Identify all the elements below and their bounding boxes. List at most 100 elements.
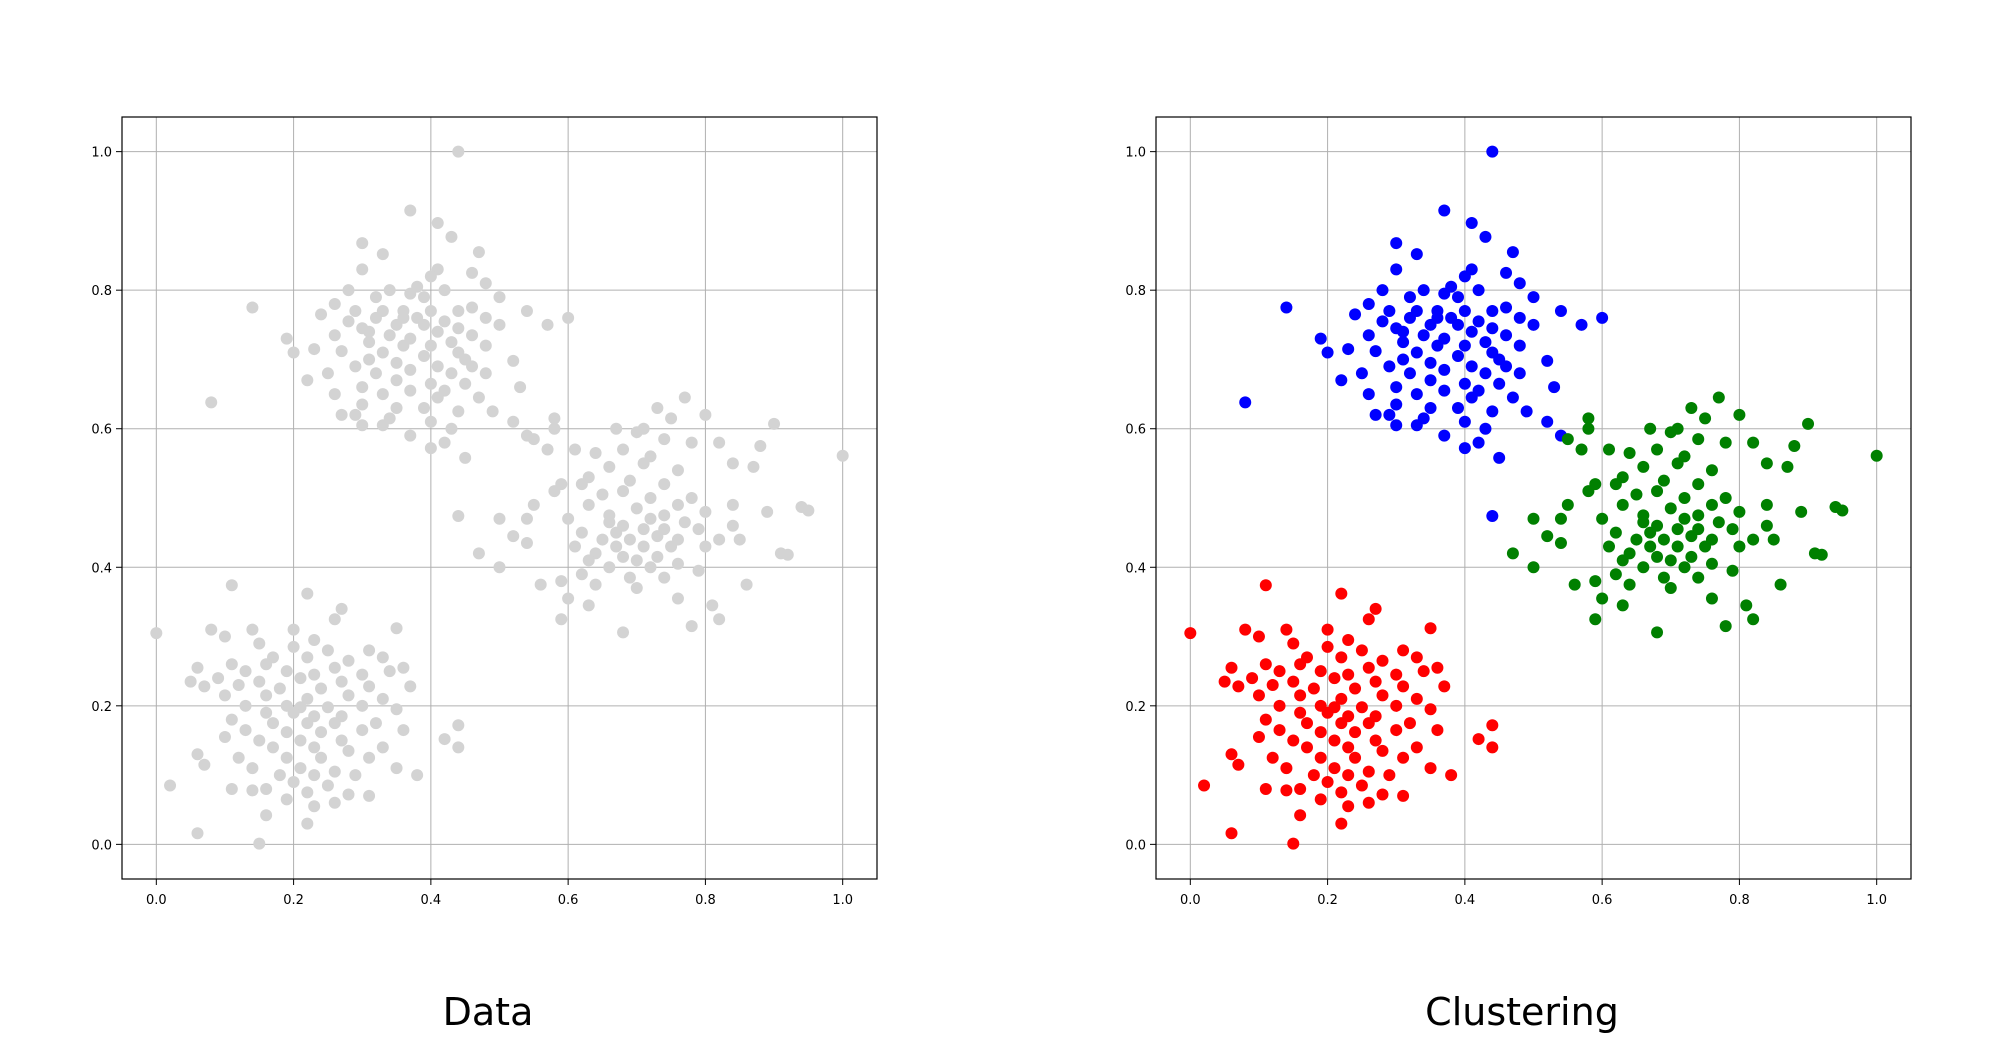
cluster-point	[1651, 550, 1664, 563]
data-point	[431, 216, 444, 229]
cluster-point	[1349, 751, 1362, 764]
data-point	[603, 561, 616, 574]
data-point	[479, 367, 492, 380]
data-point	[376, 248, 389, 261]
cluster-point	[1589, 613, 1602, 626]
data-point	[713, 533, 726, 546]
data-xtick-label: 0.4	[421, 893, 442, 908]
cluster-point	[1287, 837, 1300, 850]
cluster-point	[1781, 460, 1794, 473]
cluster-point	[1369, 345, 1382, 358]
cluster-point	[1417, 329, 1430, 342]
cluster-point	[1527, 318, 1540, 331]
data-point	[411, 769, 424, 782]
cluster-point	[1252, 730, 1265, 743]
data-point	[575, 568, 588, 581]
data-point	[390, 703, 403, 716]
cluster-point	[1644, 540, 1657, 553]
cluster-point	[1369, 602, 1382, 615]
cluster-point	[1692, 509, 1705, 522]
data-point	[267, 741, 279, 754]
cluster-point	[1294, 658, 1307, 671]
data-point	[225, 658, 238, 671]
cluster-point	[1321, 776, 1334, 789]
data-point	[315, 751, 328, 764]
data-point	[328, 298, 341, 311]
data-point	[548, 412, 561, 425]
data-point	[363, 325, 376, 338]
cluster-point	[1376, 654, 1389, 667]
data-point	[280, 332, 293, 345]
cluster-point	[1472, 436, 1485, 449]
cluster-point	[1321, 706, 1334, 719]
data-point	[369, 291, 382, 304]
clustering-axes-frame	[1155, 116, 1912, 880]
data-point	[232, 751, 245, 764]
data-point	[253, 675, 266, 688]
cluster-point	[1644, 422, 1657, 435]
data-point	[747, 460, 760, 473]
data-point	[246, 623, 259, 636]
cluster-point	[1472, 284, 1485, 297]
clustering-xtick-label: 1.0	[1866, 893, 1887, 908]
cluster-point	[1596, 592, 1609, 605]
data-point	[452, 304, 465, 317]
cluster-point	[1712, 391, 1725, 404]
cluster-point	[1554, 304, 1567, 317]
data-point	[328, 796, 341, 809]
cluster-point	[1705, 557, 1718, 570]
data-point	[287, 640, 300, 653]
data-point	[383, 665, 396, 678]
cluster-point	[1726, 564, 1739, 577]
cluster-point	[1609, 478, 1622, 491]
data-point	[493, 561, 506, 574]
cluster-point	[1438, 287, 1451, 300]
data-point	[404, 204, 417, 217]
cluster-point	[1280, 762, 1293, 775]
cluster-point	[1410, 419, 1423, 432]
cluster-point	[1314, 332, 1327, 345]
data-point	[658, 571, 671, 584]
cluster-point	[1294, 809, 1307, 822]
cluster-point	[1362, 661, 1375, 674]
data-point	[431, 360, 444, 373]
cluster-point	[1513, 311, 1526, 324]
data-point	[582, 554, 595, 567]
data-point	[685, 620, 698, 633]
cluster-point	[1802, 417, 1815, 430]
data-point	[335, 602, 348, 615]
cluster-point	[1561, 498, 1574, 511]
data-point	[369, 311, 382, 324]
data-point	[445, 422, 458, 435]
cluster-point	[1376, 284, 1389, 297]
data-point	[466, 329, 479, 342]
cluster-point	[1589, 575, 1602, 588]
cluster-point	[1397, 336, 1410, 349]
data-point	[308, 634, 321, 647]
cluster-point	[1438, 363, 1451, 376]
data-point	[260, 782, 273, 795]
data-point	[671, 464, 684, 477]
data-point	[301, 651, 314, 664]
cluster-point	[1410, 741, 1423, 754]
data-ytick-label: 0.0	[91, 838, 112, 853]
data-point	[520, 304, 533, 317]
cluster-point	[1349, 308, 1362, 321]
cluster-point	[1362, 388, 1375, 401]
data-point	[363, 789, 376, 802]
data-point	[445, 336, 458, 349]
cluster-point	[1335, 717, 1348, 730]
data-point	[527, 498, 540, 511]
cluster-point	[1513, 277, 1526, 290]
data-point	[651, 401, 664, 414]
data-point	[610, 540, 623, 553]
cluster-point	[1355, 644, 1368, 657]
cluster-point	[1369, 734, 1382, 747]
data-point	[363, 644, 376, 657]
data-point	[294, 672, 307, 685]
cluster-point	[1733, 408, 1746, 421]
cluster-point	[1259, 658, 1272, 671]
data-point	[212, 672, 225, 685]
clustering-ytick-label: 0.4	[1125, 561, 1146, 576]
data-point	[569, 443, 581, 456]
